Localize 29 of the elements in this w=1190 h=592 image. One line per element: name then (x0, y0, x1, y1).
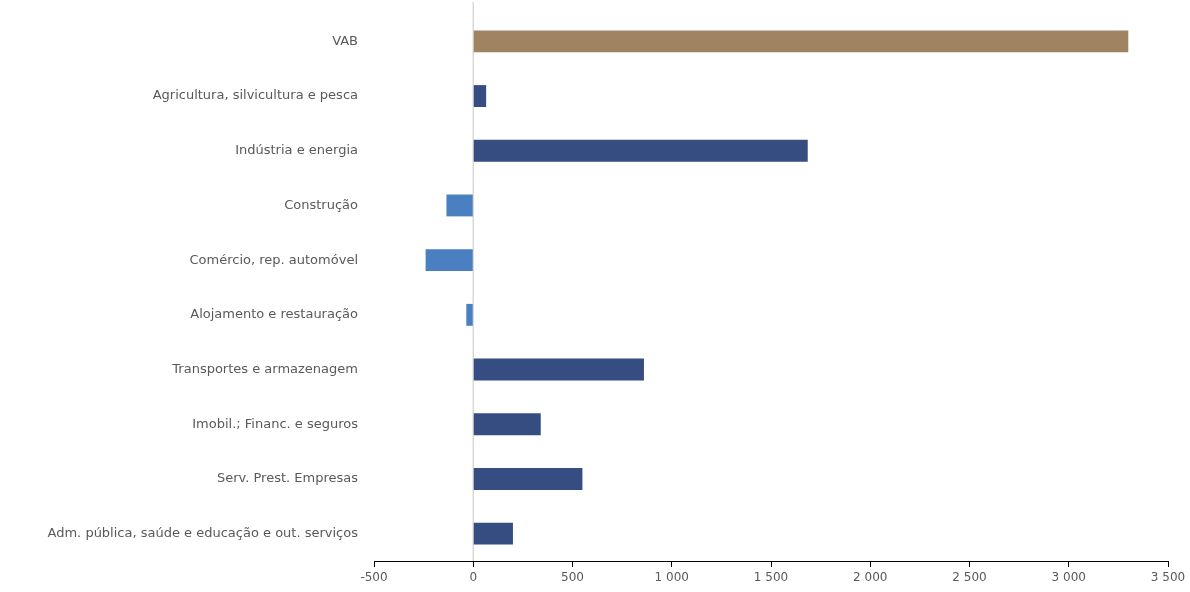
x-tick-label: 0 (469, 570, 478, 585)
bar (473, 85, 487, 107)
bar (473, 30, 1129, 53)
y-tick-label: Agricultura, silvicultura e pesca (152, 87, 358, 103)
y-tick-label: Transportes e armazenagem (171, 360, 358, 376)
y-tick-label: Indústria e energia (235, 142, 358, 158)
bar (473, 468, 583, 490)
y-tick-label: Construção (284, 196, 359, 212)
y-tick-label: Serv. Prest. Empresas (216, 470, 359, 486)
bar (425, 249, 473, 272)
bar (473, 413, 541, 436)
x-tick-label: 2 000 (853, 570, 888, 585)
y-tick-label: VAB (332, 32, 358, 48)
y-tick-label: Imobil.; Financ. e seguros (192, 415, 359, 431)
x-tick-label: 2 500 (952, 570, 987, 585)
x-tick-label: 3 500 (1150, 570, 1186, 585)
x-tick-label: 3 000 (1051, 570, 1086, 585)
y-tick-label: Alojamento e restauração (190, 306, 359, 322)
x-tick-label: 1 000 (654, 570, 689, 585)
y-tick-label: Adm. pública, saúde e educação e out. serviços (47, 525, 359, 541)
bar (446, 194, 473, 217)
y-tick-label: Comércio, rep. automóvel (189, 251, 358, 267)
x-tick-label: 1 500 (753, 570, 789, 585)
x-tick-label: 500 (561, 570, 584, 585)
bar (473, 358, 644, 381)
x-tick-label: -500 (360, 570, 388, 585)
bar (473, 139, 808, 162)
bar (466, 303, 473, 326)
bar (473, 522, 513, 545)
